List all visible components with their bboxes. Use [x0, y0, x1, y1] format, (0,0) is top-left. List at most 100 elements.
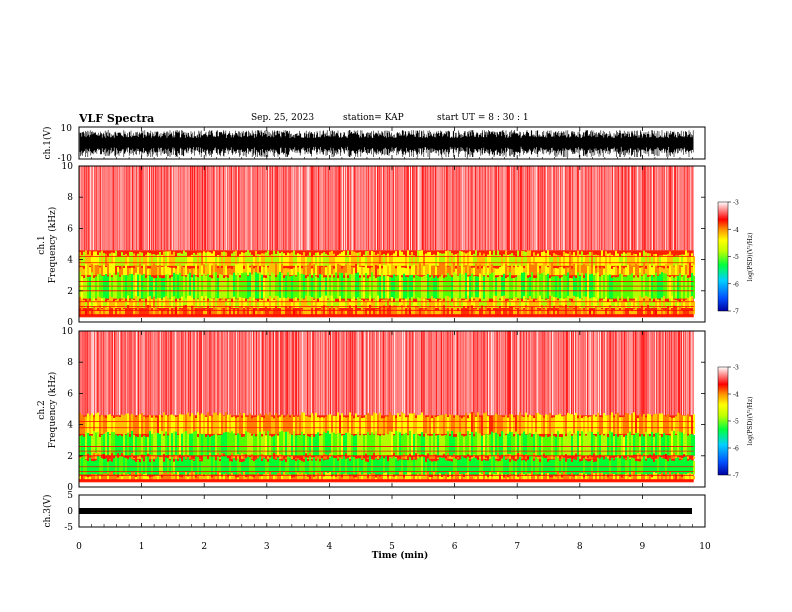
high-band-column — [206, 331, 207, 416]
high-band-column — [461, 331, 462, 416]
band-segment — [587, 431, 589, 456]
band-segment — [561, 266, 563, 276]
band-segment — [669, 265, 671, 276]
band-segment — [323, 417, 325, 434]
band-segment — [133, 300, 135, 308]
high-band-column — [247, 331, 248, 416]
band-segment — [493, 456, 495, 475]
band-segment — [471, 255, 473, 266]
high-band-column — [423, 331, 424, 416]
high-band-column — [655, 166, 656, 251]
band-segment — [585, 456, 587, 459]
band-segment — [661, 272, 663, 299]
high-band-column — [393, 331, 394, 416]
high-band-column — [505, 166, 506, 251]
high-band-column — [591, 331, 592, 416]
band-segment — [393, 253, 395, 266]
high-band-column — [135, 166, 136, 251]
band-segment — [497, 268, 499, 276]
high-band-column — [553, 166, 554, 251]
high-band-column — [481, 166, 482, 251]
high-band-column — [426, 166, 427, 251]
band-segment — [399, 432, 401, 456]
high-band-column — [419, 331, 420, 416]
band-segment — [291, 301, 293, 308]
high-band-column — [502, 331, 503, 416]
band-segment — [405, 455, 407, 459]
band-segment — [571, 254, 573, 266]
high-band-column — [659, 331, 660, 416]
band-segment — [443, 305, 445, 315]
band-segment — [601, 434, 603, 456]
band-segment — [359, 277, 361, 299]
band-segment — [555, 415, 557, 434]
impulse-column — [364, 331, 365, 416]
band-segment — [379, 264, 381, 276]
band-segment — [291, 252, 293, 266]
band-segment — [345, 264, 347, 276]
band-segment — [213, 299, 215, 308]
band-segment — [125, 434, 127, 456]
high-band-column — [168, 331, 169, 416]
band-segment — [177, 308, 179, 315]
band-segment — [507, 254, 509, 266]
band-segment — [479, 252, 481, 266]
band-segment — [187, 476, 189, 480]
ch1-waveform-trace — [79, 130, 694, 157]
band-segment — [681, 310, 683, 315]
band-segment — [409, 310, 411, 315]
band-segment — [675, 474, 677, 480]
band-segment — [407, 416, 409, 434]
band-segment — [259, 413, 261, 434]
band-segment — [359, 266, 361, 276]
band-segment — [481, 461, 483, 475]
band-segment — [147, 476, 149, 480]
band-segment — [109, 472, 111, 480]
band-segment — [461, 310, 463, 315]
high-band-column — [405, 166, 406, 251]
band-segment — [151, 455, 153, 459]
band-segment — [435, 298, 437, 308]
band-segment — [157, 475, 159, 480]
band-segment — [215, 455, 217, 459]
band-segment — [533, 460, 535, 475]
band-segment — [279, 416, 281, 434]
band-segment — [379, 476, 381, 480]
high-band-column — [112, 331, 113, 416]
band-segment — [107, 461, 109, 475]
high-band-column — [648, 166, 649, 251]
band-segment — [259, 455, 261, 475]
band-segment — [489, 453, 491, 459]
high-band-column — [308, 331, 309, 416]
high-band-column — [650, 166, 651, 251]
band-segment — [443, 435, 445, 456]
high-band-column — [474, 166, 475, 251]
high-band-column — [366, 166, 367, 251]
band-segment — [635, 275, 637, 299]
band-segment — [243, 308, 245, 315]
band-segment — [505, 454, 507, 459]
band-segment — [139, 263, 141, 276]
band-segment — [299, 265, 301, 276]
band-segment — [531, 256, 533, 266]
high-band-column — [155, 331, 156, 416]
high-band-column — [193, 166, 194, 251]
band-segment — [535, 474, 537, 480]
high-band-column — [371, 331, 372, 416]
high-band-column — [356, 331, 357, 416]
band-segment — [119, 457, 121, 475]
band-segment — [311, 413, 313, 434]
band-segment — [373, 265, 375, 276]
band-segment — [331, 414, 333, 434]
high-band-column — [125, 166, 126, 251]
band-segment — [249, 272, 251, 299]
band-segment — [685, 264, 687, 276]
impulse-column — [462, 166, 463, 251]
high-band-column — [356, 166, 357, 251]
high-band-column — [618, 166, 619, 251]
band-segment — [371, 432, 373, 456]
band-segment — [175, 256, 177, 266]
band-segment — [135, 461, 137, 475]
band-segment — [259, 431, 261, 456]
high-band-column — [355, 331, 356, 416]
